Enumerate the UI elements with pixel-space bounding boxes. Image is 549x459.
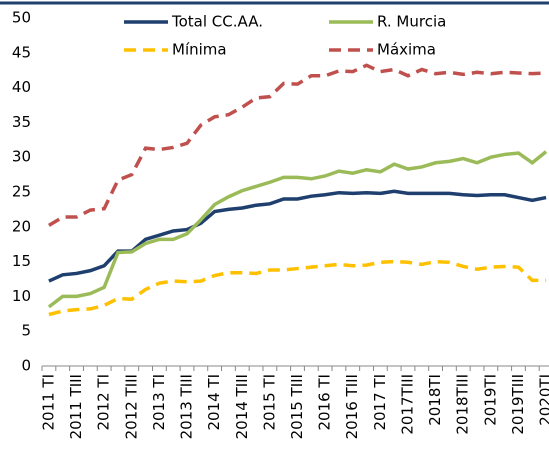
y-tick-label: 10: [12, 287, 31, 305]
legend-label: Mínima: [172, 41, 227, 59]
y-tick-label: 15: [12, 252, 31, 270]
x-tick-label: 2011 TIII: [67, 374, 85, 439]
legend-label: R. Murcia: [377, 13, 446, 31]
x-tick-label: 2012 TIII: [122, 374, 140, 439]
x-tick-label: 2019TI: [481, 374, 499, 426]
x-tick-label: 2011 TI: [39, 374, 57, 431]
y-tick-label: 5: [21, 322, 31, 340]
x-tick-label: 2018TI: [426, 374, 444, 426]
x-tick-label: 2020TI: [537, 374, 549, 426]
y-tick-label: 0: [21, 357, 31, 375]
x-tick-label: 2015 TI: [260, 374, 278, 431]
x-tick-label: 2015 TIII: [288, 374, 306, 439]
x-tick-label: 2016 TI: [316, 374, 334, 431]
x-tick-label: 2017 TI: [371, 374, 389, 431]
x-tick-label: 2017TIII: [398, 374, 416, 435]
y-tick-label: 45: [12, 43, 31, 61]
series-line: [48, 63, 547, 227]
y-tick-label: 25: [12, 183, 31, 201]
x-tick-label: 2019TIII: [509, 374, 527, 435]
x-tick-label: 2013 TI: [150, 374, 168, 431]
y-tick-label: 35: [12, 113, 31, 131]
legend-label: Total CC.AA.: [171, 13, 263, 31]
y-tick-label: 40: [12, 78, 31, 96]
series-line: [48, 259, 547, 317]
y-tick-label: 20: [12, 217, 31, 235]
y-tick-label: 30: [12, 148, 31, 166]
x-tick-label: 2012 TI: [95, 374, 113, 431]
x-tick-label: 2018TIII: [454, 374, 472, 435]
x-tick-label: 2013 TIII: [178, 374, 196, 439]
x-tick-label: 2014 TIII: [233, 374, 251, 439]
series-line: [47, 150, 548, 309]
x-tick-label: 2016 TIII: [343, 374, 361, 439]
y-tick-label: 50: [12, 9, 31, 27]
x-tick-label: 2014 TI: [205, 374, 223, 431]
legend-label: Máxima: [377, 41, 436, 59]
